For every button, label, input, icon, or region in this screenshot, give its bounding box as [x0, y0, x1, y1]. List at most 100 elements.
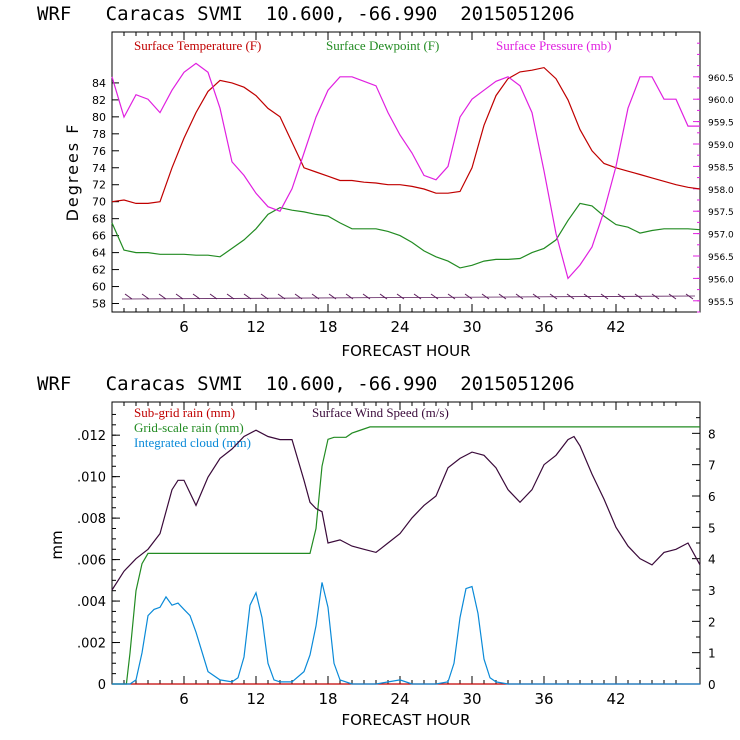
- bottom-y2-tick-label-1: 7: [708, 459, 716, 473]
- wind-barb: [685, 293, 694, 300]
- bottom-x-tick-label-2: 18: [318, 690, 337, 708]
- wind-barb: [413, 293, 422, 300]
- top-series-group: [111, 62, 701, 280]
- bottom-x-tick-label-0: 6: [179, 690, 189, 708]
- wind-barb: [498, 293, 507, 300]
- top-x-axis-label: FORECAST HOUR: [341, 342, 470, 360]
- wind-barb: [515, 293, 524, 300]
- wind-barb: [481, 293, 490, 300]
- top-y2-tick-label-5: 958.0: [708, 186, 734, 196]
- top-y2-tick-label-9: 960.0: [708, 96, 734, 106]
- top-wind-barbs: [121, 293, 696, 300]
- top-y-tick-label-8: 74: [92, 162, 106, 175]
- legend-surface-dewpoint: Surface Dewpoint (F): [326, 38, 439, 53]
- top-y2-tick-label-4: 957.5: [708, 208, 734, 218]
- top-axes-ticks: 6 12 18 24 30 36 42 58 60 62 64 66 68 70 72 74 76 78 80 82 8…: [92, 32, 734, 336]
- bottom-y-tick-label-2: .008: [77, 512, 106, 527]
- bottom-y-tick-label-3: .006: [77, 554, 106, 569]
- top-y2-tick-label-10: 960.5: [708, 74, 734, 84]
- bottom-y-axis-label: mm: [48, 530, 66, 559]
- series-line-surface-pressure-mb: [111, 62, 700, 280]
- bottom-x-tick-label-4: 30: [462, 690, 481, 708]
- top-y-tick-label-4: 66: [92, 230, 106, 243]
- top-y-tick-label-11: 80: [92, 111, 106, 124]
- series-line-integrated-cloud-mm: [112, 582, 700, 685]
- wind-barb: [430, 293, 439, 300]
- series-line-surface-temperature-f: [111, 66, 701, 204]
- bottom-x-tick-label-6: 42: [606, 690, 625, 708]
- bottom-y2-tick-label-7: 1: [708, 647, 716, 661]
- top-x-tick-label-2: 18: [318, 318, 337, 336]
- wind-barb: [141, 293, 150, 300]
- wind-barb: [362, 293, 371, 300]
- bottom-y2-tick-label-8: 0: [708, 678, 716, 692]
- top-x-tick-label-3: 24: [390, 318, 409, 336]
- legend-integrated-cloud: Integrated cloud (mm): [134, 435, 251, 450]
- top-x-tick-label-6: 42: [606, 318, 625, 336]
- top-x-tick-label-4: 30: [462, 318, 481, 336]
- bottom-x-tick-label-1: 12: [246, 690, 265, 708]
- top-y-axis-label: Degrees F: [63, 123, 82, 222]
- top-y-tick-label-9: 76: [92, 145, 106, 158]
- top-y2-tick-label-6: 958.5: [708, 163, 734, 173]
- top-plot-frame: [111, 31, 701, 313]
- wind-barb: [192, 293, 201, 300]
- series-line-surface-dewpoint-f: [111, 202, 701, 269]
- bottom-y2-tick-label-3: 5: [708, 521, 716, 535]
- wind-barb-baseline: [121, 295, 696, 300]
- bottom-y-tick-label-0: .012: [77, 429, 106, 444]
- top-x-tick-label-0: 6: [179, 318, 189, 336]
- bottom-y-tick-label-4: .004: [77, 595, 106, 610]
- bottom-y-tick-label-5: .002: [77, 637, 106, 652]
- wind-barb: [447, 293, 456, 300]
- wind-barb: [158, 293, 167, 300]
- top-y-tick-label-6: 70: [92, 196, 106, 209]
- top-y2-tick-label-1: 956.0: [708, 275, 734, 285]
- wind-barb: [379, 293, 388, 300]
- legend-grid-scale-rain: Grid-scale rain (mm): [134, 420, 244, 435]
- legend-surface-pressure: Surface Pressure (mb): [496, 38, 612, 53]
- series-line-surface-wind-speed-m-s: [111, 429, 701, 591]
- top-y-tick-label-7: 72: [92, 179, 106, 192]
- wind-barb: [124, 293, 133, 300]
- top-y-tick-label-0: 58: [92, 298, 106, 311]
- bottom-series-group: [111, 426, 701, 685]
- bottom-y2-tick-label-5: 3: [708, 584, 716, 598]
- top-x-tick-label-1: 12: [246, 318, 265, 336]
- top-y-tick-label-3: 64: [92, 247, 106, 260]
- wind-barb: [175, 293, 184, 300]
- legend-surface-wind-speed: Surface Wind Speed (m/s): [312, 405, 449, 420]
- bottom-x-tick-label-5: 36: [534, 690, 553, 708]
- wind-barb: [396, 293, 405, 300]
- wind-barb: [345, 293, 354, 300]
- bottom-axes-ticks: 6 12 18 24 30 36 42.012.010.008.006.004.002087…: [77, 402, 716, 708]
- top-y2-tick-label-7: 959.0: [708, 141, 734, 151]
- top-y-tick-label-13: 84: [92, 77, 106, 90]
- top-y-tick-label-2: 62: [92, 264, 106, 277]
- bottom-y2-tick-label-0: 8: [708, 427, 716, 441]
- bottom-y-tick-label-1: .010: [77, 471, 106, 486]
- top-y2-tick-label-2: 956.5: [708, 253, 734, 263]
- wind-barb: [464, 293, 473, 300]
- top-chart: WRF Caracas SVMI 10.600, -66.990 2015051…: [37, 3, 734, 360]
- top-y-tick-label-10: 78: [92, 128, 106, 141]
- bottom-y2-tick-label-2: 6: [708, 490, 716, 504]
- series-line-grid-scale-rain-mm: [112, 426, 700, 685]
- bottom-y2-tick-label-6: 2: [708, 615, 716, 629]
- top-x-tick-label-5: 36: [534, 318, 553, 336]
- top-y-tick-label-12: 82: [92, 94, 106, 107]
- bottom-y-tick-label-6: 0: [98, 678, 106, 693]
- legend-surface-temperature: Surface Temperature (F): [134, 38, 261, 53]
- top-y2-tick-label-3: 957.0: [708, 231, 734, 241]
- bottom-x-axis-label: FORECAST HOUR: [341, 711, 470, 729]
- top-chart-title: WRF Caracas SVMI 10.600, -66.990 2015051…: [37, 3, 575, 25]
- bottom-chart-title: WRF Caracas SVMI 10.600, -66.990 2015051…: [37, 373, 575, 395]
- top-y2-tick-label-8: 959.5: [708, 119, 734, 129]
- top-y-tick-label-1: 60: [92, 281, 106, 294]
- top-y-tick-label-5: 68: [92, 213, 106, 226]
- bottom-y2-tick-label-4: 4: [708, 553, 716, 567]
- top-y2-tick-label-0: 955.5: [708, 298, 734, 308]
- bottom-x-tick-label-3: 24: [390, 690, 409, 708]
- bottom-chart: WRF Caracas SVMI 10.600, -66.990 2015051…: [37, 373, 716, 729]
